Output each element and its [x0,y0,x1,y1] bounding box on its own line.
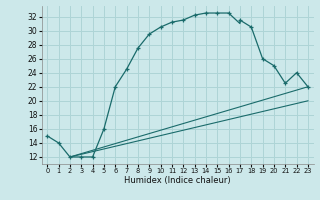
X-axis label: Humidex (Indice chaleur): Humidex (Indice chaleur) [124,176,231,185]
